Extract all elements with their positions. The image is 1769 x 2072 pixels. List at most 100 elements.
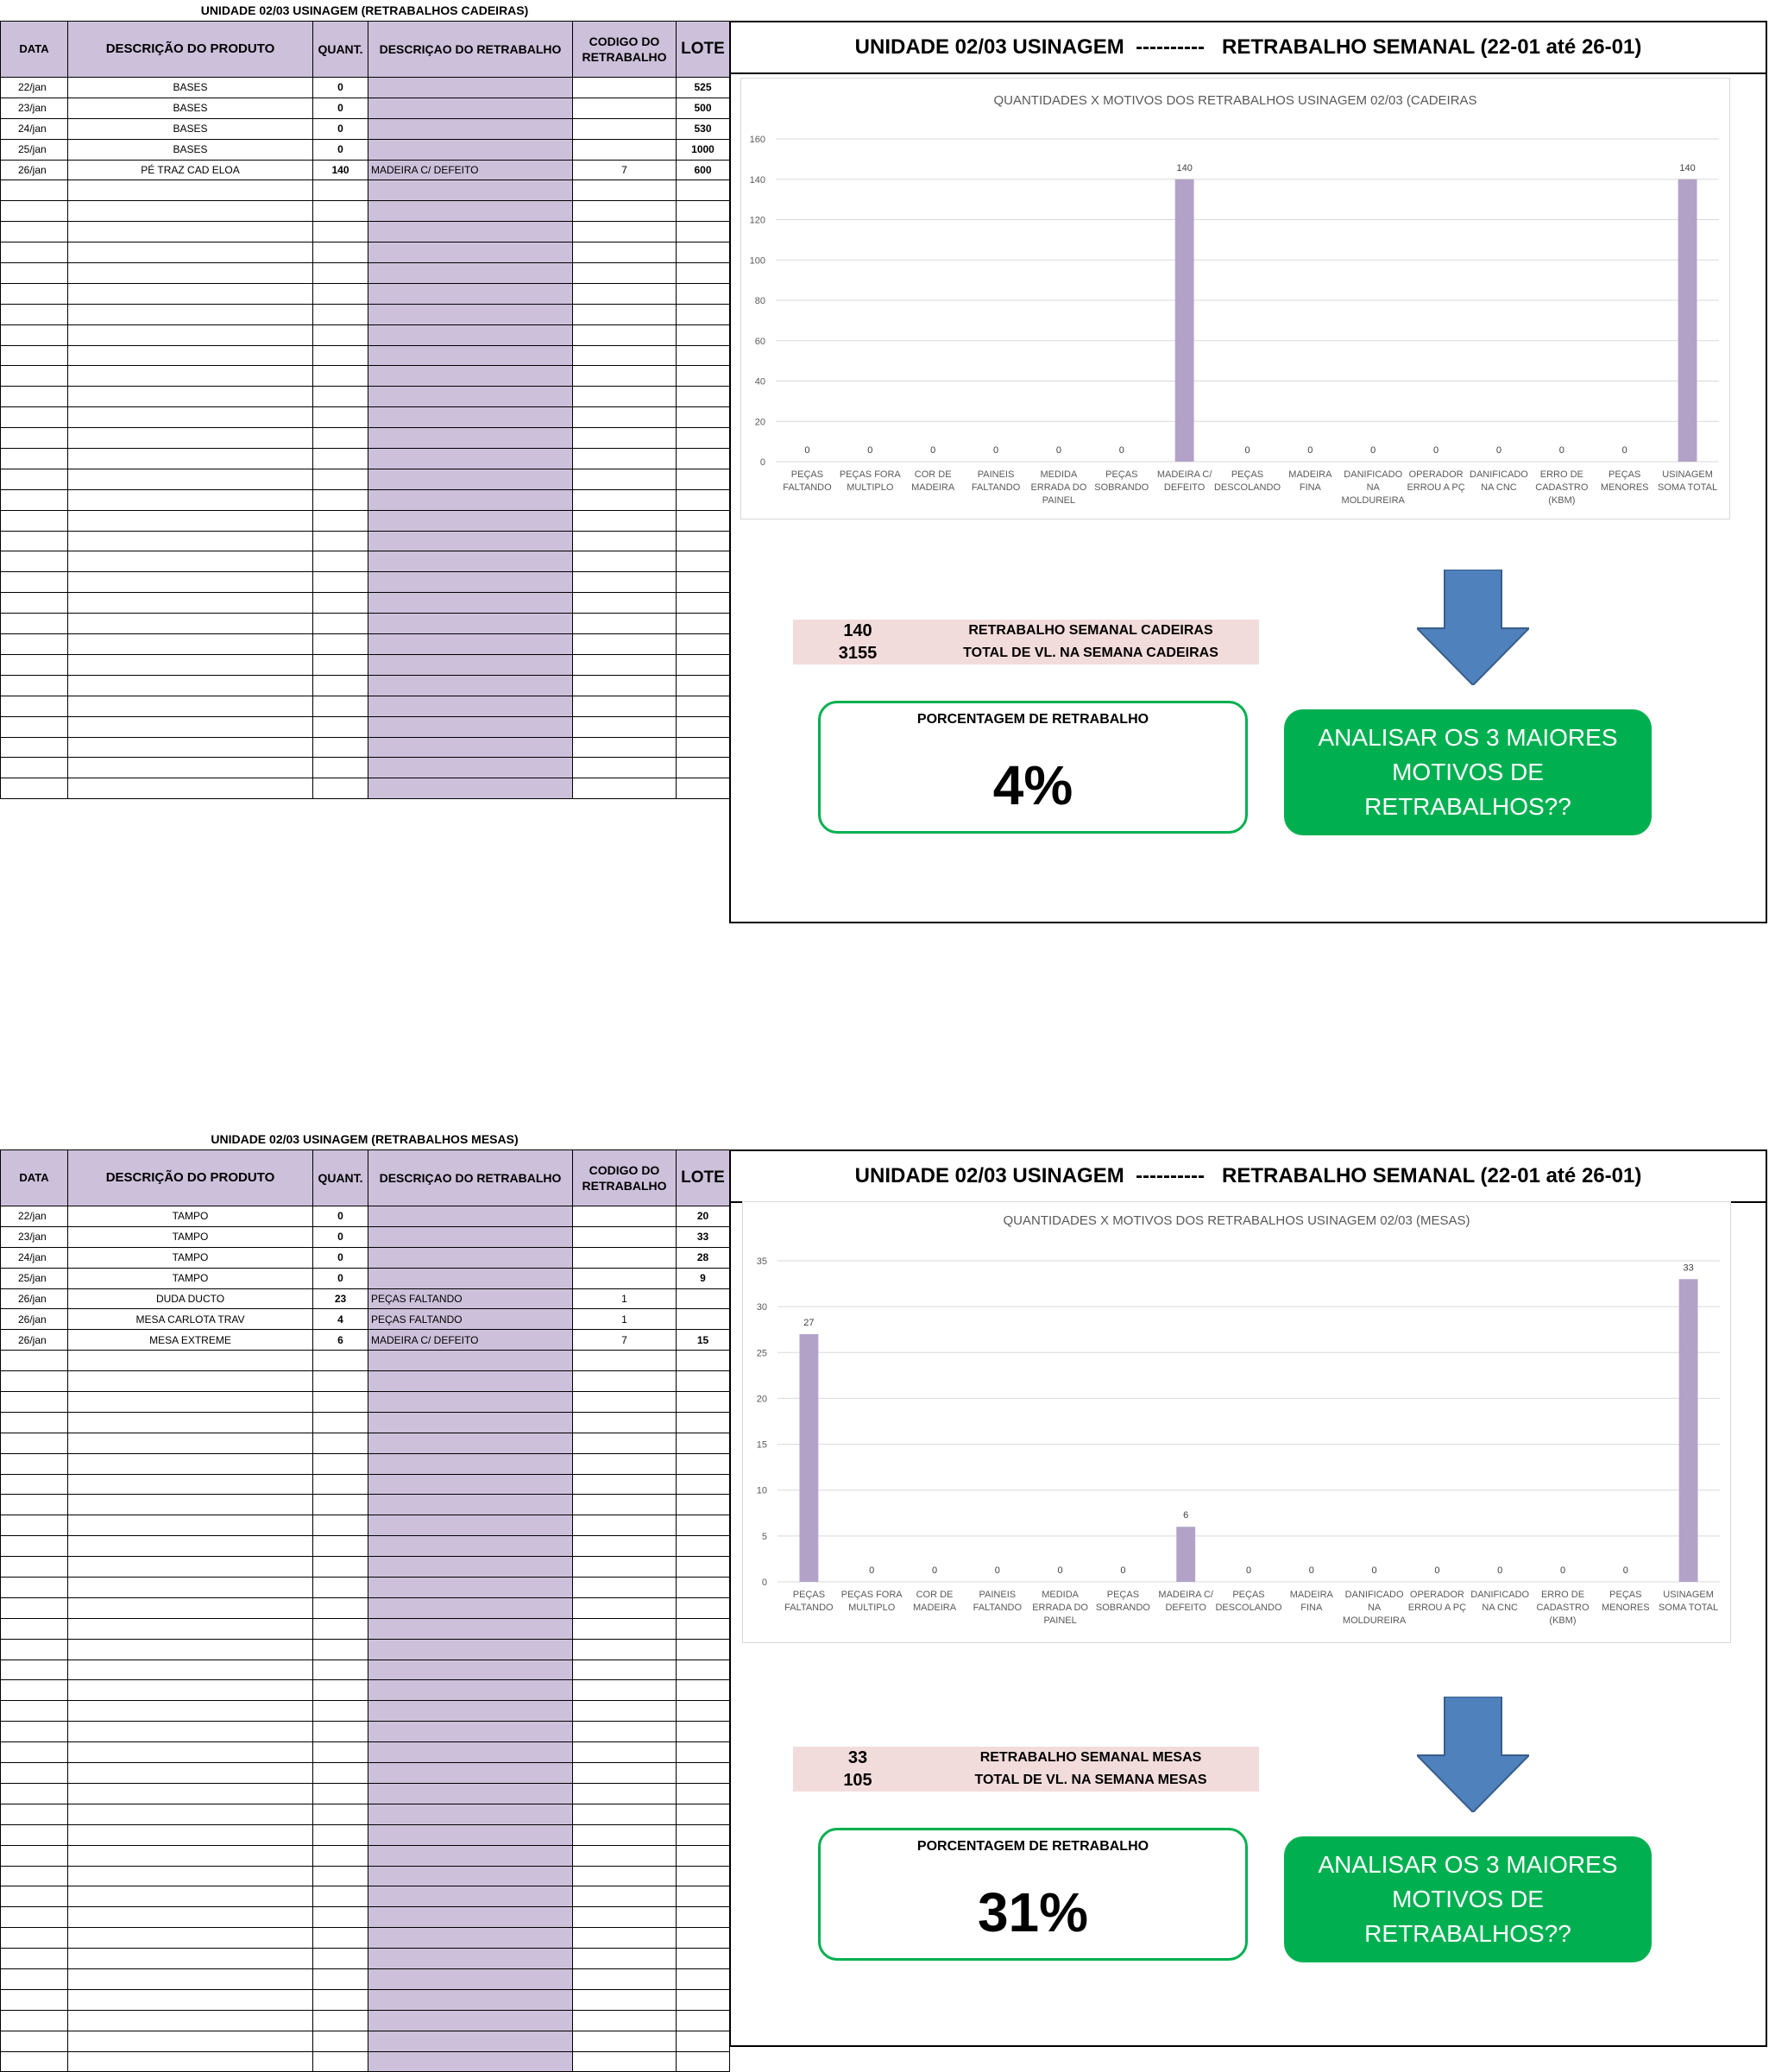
cell-codigo[interactable]: 7 <box>572 159 677 181</box>
cell-produto[interactable] <box>67 1350 313 1372</box>
cell-lote[interactable] <box>676 1906 730 1929</box>
cell-codigo[interactable] <box>572 138 677 161</box>
cell-lote[interactable] <box>676 1556 730 1578</box>
cell-codigo[interactable] <box>572 262 677 284</box>
cell-quant[interactable]: 0 <box>312 117 368 140</box>
cell-lote[interactable] <box>676 571 730 594</box>
cell-data[interactable] <box>0 1577 68 1598</box>
cell-codigo[interactable] <box>572 1370 677 1393</box>
cell-produto[interactable]: BASES <box>67 138 313 161</box>
cell-produto[interactable] <box>67 1432 313 1454</box>
cell-lote[interactable] <box>676 386 730 408</box>
cell-data[interactable] <box>0 406 68 429</box>
cell-quant[interactable] <box>312 386 368 408</box>
cell-descricao[interactable] <box>368 1350 573 1372</box>
cell-quant[interactable]: 0 <box>312 1267 368 1289</box>
cell-descricao[interactable] <box>368 509 573 532</box>
cell-quant[interactable] <box>312 1762 368 1784</box>
cell-produto[interactable] <box>67 303 313 325</box>
cell-data[interactable] <box>0 1700 68 1722</box>
cell-produto[interactable] <box>67 1391 313 1413</box>
cell-produto[interactable] <box>67 1556 313 1578</box>
cell-produto[interactable] <box>67 1535 313 1558</box>
cell-quant[interactable] <box>312 200 368 223</box>
cell-descricao[interactable] <box>368 736 573 759</box>
cell-descricao[interactable] <box>368 757 573 779</box>
cell-codigo[interactable] <box>572 1638 677 1660</box>
cell-descricao[interactable] <box>368 1225 573 1248</box>
cell-descricao[interactable] <box>368 1494 573 1516</box>
cell-produto[interactable] <box>67 1762 313 1784</box>
cell-data[interactable] <box>0 1988 68 2011</box>
cell-codigo[interactable] <box>572 386 677 408</box>
cell-lote[interactable] <box>676 1968 730 1990</box>
cell-codigo[interactable] <box>572 1865 677 1887</box>
cell-quant[interactable] <box>312 1411 368 1433</box>
cell-descricao[interactable] <box>368 468 573 490</box>
cell-quant[interactable] <box>312 1741 368 1764</box>
cell-codigo[interactable] <box>572 344 677 367</box>
cell-produto[interactable] <box>67 1741 313 1764</box>
cell-data[interactable] <box>0 695 68 717</box>
cell-lote[interactable] <box>676 1844 730 1867</box>
cell-data[interactable] <box>0 1370 68 1393</box>
cell-quant[interactable]: 0 <box>312 77 368 98</box>
cell-data[interactable] <box>0 736 68 759</box>
cell-descricao[interactable] <box>368 1267 573 1289</box>
cell-data[interactable] <box>0 427 68 450</box>
cell-quant[interactable]: 0 <box>312 97 368 119</box>
cell-data[interactable] <box>0 1741 68 1764</box>
cell-quant[interactable] <box>312 1968 368 1990</box>
cell-produto[interactable]: BASES <box>67 117 313 140</box>
cell-produto[interactable] <box>67 1865 313 1887</box>
cell-quant[interactable] <box>312 324 368 346</box>
cell-codigo[interactable] <box>572 1906 677 1929</box>
cell-lote[interactable] <box>676 1988 730 2011</box>
cell-produto[interactable] <box>67 1452 313 1475</box>
cell-produto[interactable] <box>67 653 313 676</box>
cell-lote[interactable] <box>676 1865 730 1887</box>
cell-quant[interactable] <box>312 1721 368 1743</box>
cell-data[interactable]: 22/jan <box>0 1206 68 1227</box>
cell-descricao[interactable] <box>368 1617 573 1640</box>
cell-quant[interactable] <box>312 1948 368 1969</box>
cell-quant[interactable] <box>312 427 368 450</box>
cell-quant[interactable] <box>312 530 368 552</box>
cell-descricao[interactable] <box>368 715 573 738</box>
cell-produto[interactable] <box>67 1844 313 1867</box>
cell-lote[interactable] <box>676 1597 730 1619</box>
cell-codigo[interactable] <box>572 715 677 738</box>
cell-descricao[interactable] <box>368 1823 573 1846</box>
cell-produto[interactable] <box>67 179 313 202</box>
cell-quant[interactable] <box>312 1844 368 1867</box>
cell-produto[interactable] <box>67 488 313 511</box>
cell-descricao[interactable] <box>368 1844 573 1867</box>
cell-codigo[interactable] <box>572 778 677 800</box>
cell-codigo[interactable] <box>572 1350 677 1372</box>
cell-codigo[interactable] <box>572 1741 677 1764</box>
cell-descricao[interactable] <box>368 344 573 367</box>
cell-descricao[interactable] <box>368 282 573 305</box>
cell-quant[interactable] <box>312 365 368 387</box>
cell-quant[interactable] <box>312 282 368 305</box>
cell-produto[interactable] <box>67 365 313 387</box>
cell-quant[interactable] <box>312 1597 368 1619</box>
cell-quant[interactable]: 4 <box>312 1308 368 1331</box>
cell-data[interactable] <box>0 303 68 325</box>
cell-quant[interactable] <box>312 571 368 594</box>
cell-data[interactable] <box>0 653 68 676</box>
cell-lote[interactable] <box>676 427 730 450</box>
cell-descricao[interactable] <box>368 1988 573 2011</box>
cell-descricao[interactable] <box>368 1597 573 1619</box>
cell-codigo[interactable] <box>572 1267 677 1289</box>
cell-descricao[interactable] <box>368 571 573 594</box>
cell-quant[interactable] <box>312 778 368 800</box>
cell-produto[interactable] <box>67 1411 313 1433</box>
cell-codigo[interactable] <box>572 1411 677 1433</box>
cell-codigo[interactable] <box>572 1844 677 1867</box>
cell-codigo[interactable] <box>572 2009 677 2031</box>
cell-produto[interactable] <box>67 386 313 408</box>
cell-quant[interactable] <box>312 695 368 717</box>
cell-descricao[interactable] <box>368 1721 573 1743</box>
cell-data[interactable] <box>0 1803 68 1825</box>
